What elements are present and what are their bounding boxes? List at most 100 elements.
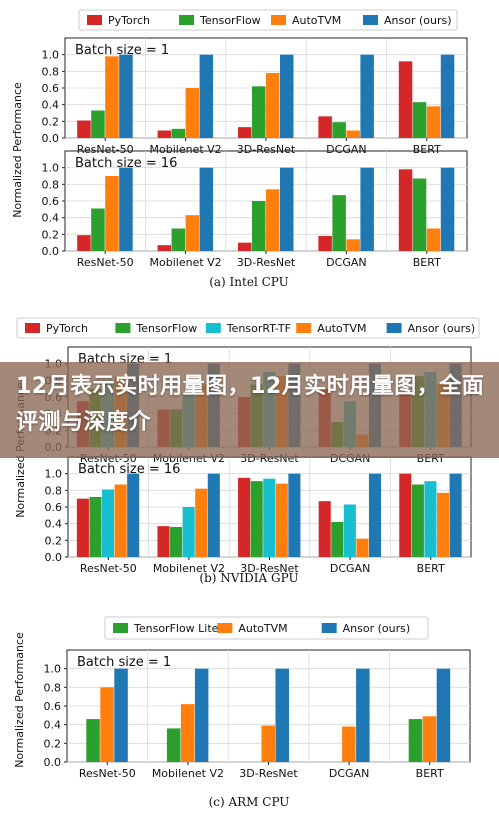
y-tick-label: 0.8 [42,178,60,191]
y-tick-label: 0.2 [42,228,60,241]
legend-label: AutoTVM [317,322,366,335]
y-tick-label: 0.6 [42,195,60,208]
bar-pytorch [157,130,172,138]
x-tick-label: Mobilenet V2 [153,562,225,575]
legend-label: Ansor (ours) [343,622,411,635]
legend-swatch-tensorflow [115,323,131,333]
legend-label: AutoTVM [292,14,341,27]
bar-autotvm [100,687,114,762]
bar-tensorflow [250,481,263,557]
y-tick-label: 1.0 [44,663,62,676]
c-arm-cpu-caption: (c) ARM CPU [209,795,290,809]
y-tick-label: 0.8 [45,484,63,497]
bar-tensorflow [171,128,186,138]
x-tick-label: ResNet-50 [77,143,134,156]
bar-ansor-ours- [449,473,462,557]
x-tick-label: ResNet-50 [79,767,136,780]
bar-tensorflow [170,527,183,557]
bar-autotvm [426,106,441,138]
legend-label: PyTorch [108,14,150,27]
bar-autotvm [426,228,441,251]
x-tick-label: DCGAN [326,256,366,269]
bar-tensorrt-tf [424,481,437,557]
y-tick-label: 0.6 [45,501,63,514]
y-tick-label: 0.4 [45,518,63,531]
legend-label: AutoTVM [238,622,287,635]
bar-tensorflow [412,102,427,138]
bar-tensorrt-tf [263,478,276,557]
y-tick-label: 0.2 [42,115,60,128]
legend-swatch-pytorch [87,15,102,25]
bar-ansor-ours- [368,473,382,557]
bar-autotvm [266,73,280,138]
bar-autotvm [195,488,208,557]
legend-label: TensorFlow [199,14,261,27]
bar-ansor-ours- [436,668,451,762]
bar-tensorflow-lite [166,728,181,762]
bar-tensorflow [332,195,346,251]
legend-swatch-ansor-ours- [363,15,378,25]
legend-swatch-tensorrt-tf [205,323,221,333]
bar-pytorch [76,498,89,557]
x-tick-label: DCGAN [330,562,370,575]
x-tick-label: 3D-ResNet [240,562,299,575]
legend-label: Ansor (ours) [408,322,476,335]
title-overlay-band [0,362,499,458]
legend-swatch-tensorflow [179,15,194,25]
bar-ansor-ours- [199,167,214,251]
y-tick-label: 0.8 [44,681,62,694]
x-tick-label: BERT [413,143,441,156]
bar-tensorflow [252,201,266,251]
bar-ansor-ours- [119,54,133,138]
x-tick-label: Mobilenet V2 [150,143,222,156]
panel-label: Batch size = 1 [77,655,171,670]
c-arm-cpu-legend [104,616,429,640]
x-tick-label: DCGAN [329,767,369,780]
b-nvidia-gpu-caption: (b) NVIDIA GPU [199,571,298,585]
bar-autotvm [266,189,280,251]
a-intel-cpu-y-axis-label: Normalized Performance [11,82,24,218]
legend-label: TensorFlow Lite [133,622,219,635]
bar-tensorflow-lite [408,719,423,762]
bar-tensorflow [331,522,344,557]
bar-ansor-ours- [356,668,370,762]
legend-swatch-ansor-ours- [321,623,337,633]
bar-pytorch [398,169,413,251]
bar-autotvm [180,704,195,762]
y-tick-label: 0.4 [42,212,60,225]
bar-tensorflow [252,86,266,138]
x-tick-label: Mobilenet V2 [150,256,222,269]
y-tick-label: 1.0 [42,162,60,175]
y-tick-label: 0.0 [42,245,60,258]
bar-tensorflow [91,110,105,138]
y-tick-label: 0.0 [44,756,62,769]
bar-tensorrt-tf [343,504,356,557]
bar-ansor-ours- [199,54,214,138]
bar-pytorch [157,245,172,251]
bar-ansor-ours- [194,668,209,762]
legend-swatch-autotvm [217,623,233,633]
bar-autotvm [275,483,288,557]
x-tick-label: ResNet-50 [77,256,134,269]
bar-tensorflow [89,497,102,557]
x-tick-label: 3D-ResNet [237,143,296,156]
legend-label: TensorFlow [135,322,197,335]
bar-autotvm [422,716,437,762]
b-nvidia-gpu-legend [16,317,480,339]
y-tick-label: 0.8 [42,65,60,78]
x-tick-label: DCGAN [326,143,366,156]
bar-ansor-ours- [280,167,294,251]
bar-tensorflow [412,178,427,251]
bar-ansor-ours- [288,473,301,557]
panel-label: Batch size = 1 [75,43,169,58]
bar-pytorch [77,235,91,251]
y-tick-label: 0.0 [42,132,60,145]
bar-ansor-ours- [440,54,455,138]
bar-autotvm [342,726,356,762]
legend-label: TensorRT-TF [226,322,291,335]
y-tick-label: 0.6 [42,82,60,95]
bar-pytorch [77,120,91,138]
x-tick-label: Mobilenet V2 [152,767,224,780]
y-tick-label: 0.0 [45,551,63,564]
panel-label: Batch size = 16 [78,462,180,477]
